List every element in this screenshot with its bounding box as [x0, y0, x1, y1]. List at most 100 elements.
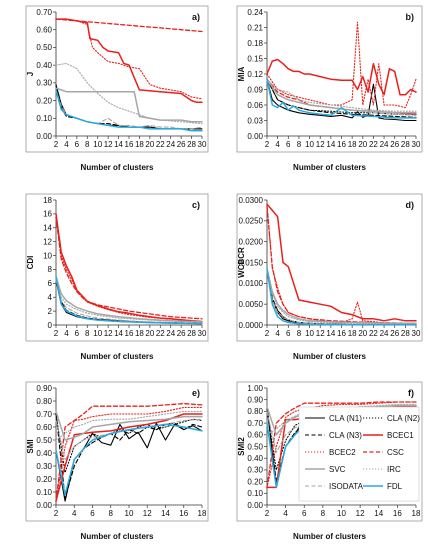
chart-0-xtick-label: 6: [75, 140, 80, 149]
chart-4-ytick-label: 0.00: [36, 501, 52, 510]
chart-4-xtick-label: 4: [72, 509, 77, 518]
legend-label-bcec2: BCEC2: [329, 448, 356, 457]
chart-3-xtick-label: 4: [275, 329, 280, 338]
chart-0-xtick-label: 10: [93, 140, 102, 149]
chart-1-frame: [236, 5, 423, 153]
chart-1-series-isodata: [266, 78, 417, 116]
chart-2-xtick-label: 24: [166, 329, 175, 338]
chart-3-series-svc: [266, 268, 417, 325]
chart-3-xtick-label: 20: [358, 329, 367, 338]
chart-5-ytick-label: 0.90: [247, 396, 263, 405]
legend-label-cla-n3: CLA (N3): [329, 431, 362, 440]
chart-3-series-fdl: [266, 268, 417, 326]
chart-4-series-fdl: [55, 423, 203, 496]
chart-2-xtick-label: 16: [125, 329, 134, 338]
chart-3-xtick-label: 10: [305, 329, 314, 338]
chart-0-xtick-label: 12: [104, 140, 113, 149]
chart-1-series-cla-n3: [266, 78, 417, 118]
chart-5-ytick-label: 0.40: [247, 454, 263, 463]
chart-4-xtick-label: 8: [109, 509, 114, 518]
chart-2-ytick-label: 4: [48, 293, 53, 302]
chart-3-xtick-label: 26: [390, 329, 399, 338]
chart-5-ytick-label: 0.50: [247, 442, 263, 451]
chart-4-ylabel: SMI: [26, 439, 35, 453]
chart-5-xtick-label: 8: [321, 509, 326, 518]
chart-0-ytick-label: 0.50: [36, 43, 52, 52]
chart-0-ytick-label: 0.40: [36, 61, 52, 70]
chart-2-xtick-label: 6: [75, 329, 80, 338]
chart-5-xlabel: Number of clusters: [293, 532, 366, 541]
chart-4-xtick-label: 16: [179, 509, 188, 518]
chart-3-ytick-label: 0.0200: [239, 237, 264, 246]
chart-0-series-cla-n3: [55, 87, 203, 130]
chart-0-xtick-label: 20: [145, 140, 154, 149]
chart-3-ytick-label: 0.0300: [239, 196, 264, 205]
chart-3-series-cla-n3: [266, 268, 417, 326]
chart-0-panel: 0.000.100.200.300.400.500.600.702 4 6 8 10 12…: [25, 5, 209, 172]
chart-3-xtick-label: 8: [297, 329, 302, 338]
chart-1-series-irc: [266, 78, 417, 112]
chart-2-frame: [25, 193, 209, 342]
chart-5-xtick-label: 12: [356, 509, 365, 518]
chart-5-xtick-label: 6: [302, 509, 307, 518]
chart-2-ytick-label: 0: [48, 321, 53, 330]
chart-1-xtick-label: 20: [358, 140, 367, 149]
chart-4-ytick-label: 0.30: [36, 462, 52, 471]
legend-label-fdl: FDL: [387, 482, 403, 491]
chart-5-ytick-label: 0.00: [247, 501, 263, 510]
chart-0-series-fdl: [55, 89, 203, 132]
chart-1-ytick-label: 0.18: [247, 39, 263, 48]
chart-3-xtick-label: 18: [348, 329, 357, 338]
chart-2-xtick-label: 14: [114, 329, 123, 338]
chart-0-xtick-label: 28: [187, 140, 196, 149]
chart-0-xtick-label: 18: [135, 140, 144, 149]
chart-4-series-cla-n2: [55, 413, 203, 473]
chart-2-panel-label: c): [192, 200, 200, 210]
chart-3-panel: 0.0000 0.0050 0.0100 0.0150 0.0200 0.0250 0.03…: [236, 193, 423, 361]
chart-0-series-svc: [55, 87, 203, 123]
chart-2-ytick-label: 14: [43, 224, 52, 233]
chart-1-series-fdl: [266, 78, 417, 119]
legend-label-cla-n2: CLA (N2): [387, 414, 420, 423]
chart-1-xtick-label: 18: [348, 140, 357, 149]
chart-1-xtick-label: 14: [326, 140, 335, 149]
chart-4-ytick-label: 0.80: [36, 397, 52, 406]
chart-0-xtick-label: 14: [114, 140, 123, 149]
chart-3-xtick-label: 6: [286, 329, 291, 338]
chart-5-ytick-label: 0.70: [247, 419, 263, 428]
chart-0-xtick-label: 22: [156, 140, 165, 149]
chart-4-series-irc: [55, 410, 203, 441]
chart-3-series-bcec2: [266, 203, 417, 325]
chart-2-series-irc: [55, 275, 203, 323]
chart-5-ytick-label: 1.00: [247, 384, 263, 393]
chart-1-xtick-label: 22: [369, 140, 378, 149]
chart-2-xtick-label: 22: [156, 329, 165, 338]
chart-1-ytick-label: 0.00: [247, 132, 263, 141]
chart-3-xtick-label: 24: [380, 329, 389, 338]
chart-4-xtick-label: 2: [54, 509, 59, 518]
chart-4-series-svc: [55, 410, 203, 441]
chart-2-series-fdl: [55, 275, 203, 325]
legend-box: [298, 406, 420, 502]
legend-label-csc: CSC: [387, 448, 404, 457]
chart-5-ylabel: SMI2: [237, 437, 246, 456]
chart-1-xtick-label: 6: [286, 140, 291, 149]
chart-2-xtick-label: 4: [64, 329, 69, 338]
chart-1-series-bcec2: [266, 21, 417, 109]
chart-0-panel-label: a): [192, 12, 200, 22]
chart-2-ytick-label: 16: [43, 210, 52, 219]
chart-0-ytick-label: 0.30: [36, 79, 52, 88]
chart-3-xlabel: Number of clusters: [293, 352, 366, 361]
chart-0-ytick-label: 0.10: [36, 114, 52, 123]
chart-1-series-bcec1: [266, 58, 417, 96]
chart-1-ytick-label: 0.03: [247, 116, 263, 125]
chart-5-xtick-label: 18: [412, 509, 421, 518]
chart-3-xtick-label: 2: [265, 329, 270, 338]
chart-5-frame: [236, 381, 423, 522]
chart-1-ytick-label: 0.15: [247, 54, 263, 63]
chart-1-xtick-label: 4: [275, 140, 280, 149]
chart-3-xtick-label: 14: [326, 329, 335, 338]
chart-0-xtick-label: 26: [177, 140, 186, 149]
chart-0-ytick-label: 0.70: [36, 8, 52, 17]
chart-4-xtick-label: 6: [90, 509, 95, 518]
